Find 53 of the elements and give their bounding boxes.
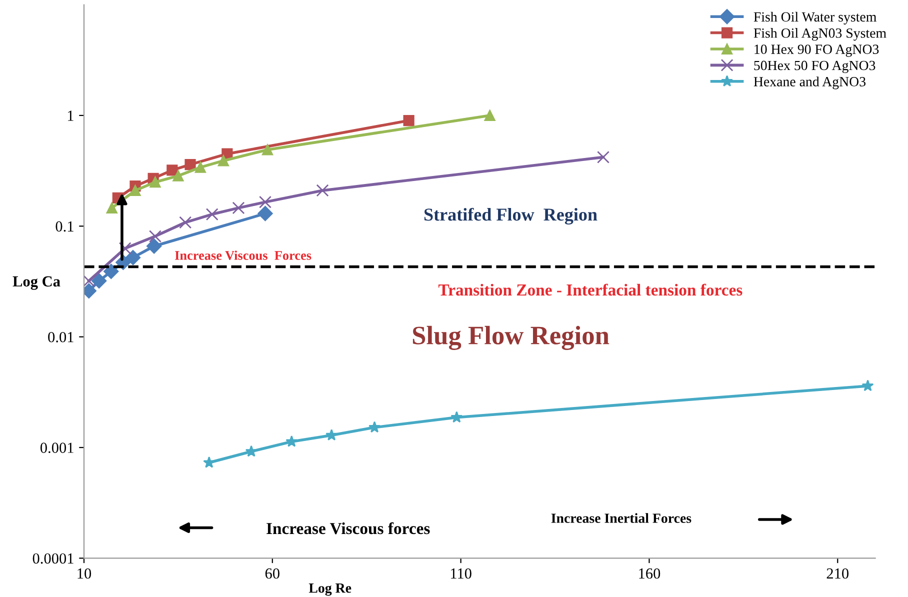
y-tick-label: 0.1 <box>56 221 74 232</box>
point <box>262 144 274 156</box>
x-axis-title: Log Re <box>308 584 352 596</box>
point <box>179 216 192 229</box>
point <box>286 435 298 447</box>
legend-label: Fish Oil Water system <box>754 12 876 24</box>
x-tick-label: 110 <box>450 568 472 579</box>
point <box>104 264 119 279</box>
annotation: Slug Flow Region <box>412 326 610 350</box>
point <box>130 184 141 196</box>
x-tick-label: 60 <box>265 568 280 579</box>
annotation: Increase Viscous Forces <box>175 250 312 260</box>
point <box>450 411 463 423</box>
point <box>125 250 141 266</box>
point <box>172 170 184 182</box>
point <box>218 155 229 166</box>
point <box>258 206 273 222</box>
legend-label: 10 Hex 90 FO AgNO3 <box>754 44 879 57</box>
point <box>146 238 162 254</box>
y-tick-label: 1 <box>68 110 74 121</box>
point <box>862 380 874 392</box>
x-tick-label: 160 <box>639 568 660 579</box>
y-axis-title: Log Ca <box>12 276 60 290</box>
point <box>368 421 380 433</box>
point <box>91 273 107 288</box>
annotation: Increase Inertial Forces <box>551 513 692 523</box>
point <box>166 164 178 176</box>
point <box>597 150 610 164</box>
x-tick-label: 10 <box>78 568 92 579</box>
point <box>194 162 206 173</box>
y-tick-label: 0.0001 <box>32 553 74 564</box>
point <box>118 242 132 255</box>
point <box>184 159 196 170</box>
annotation: Transition Zone - Interfacial tension forces <box>438 284 742 296</box>
point <box>206 208 218 221</box>
point <box>84 274 96 288</box>
point <box>232 202 245 214</box>
point <box>403 114 414 126</box>
x-tick-label: 210 <box>826 568 849 579</box>
point <box>150 176 161 188</box>
point <box>484 110 496 122</box>
point <box>326 429 338 440</box>
legend-label: Hexane and AgNO3 <box>754 76 866 90</box>
annotation: Increase Viscous forces <box>266 522 430 534</box>
point <box>258 196 272 208</box>
y-tick-label: 0.001 <box>40 442 74 454</box>
point <box>316 184 329 197</box>
legend-label: Fish Oil AgN03 System <box>754 28 886 41</box>
point <box>106 202 118 214</box>
y-tick-label: 0.01 <box>48 332 74 342</box>
point <box>148 230 162 243</box>
annotation: Stratifed Flow Region <box>424 208 598 225</box>
legend-label: 50Hex 50 FO AgNO3 <box>754 60 876 74</box>
